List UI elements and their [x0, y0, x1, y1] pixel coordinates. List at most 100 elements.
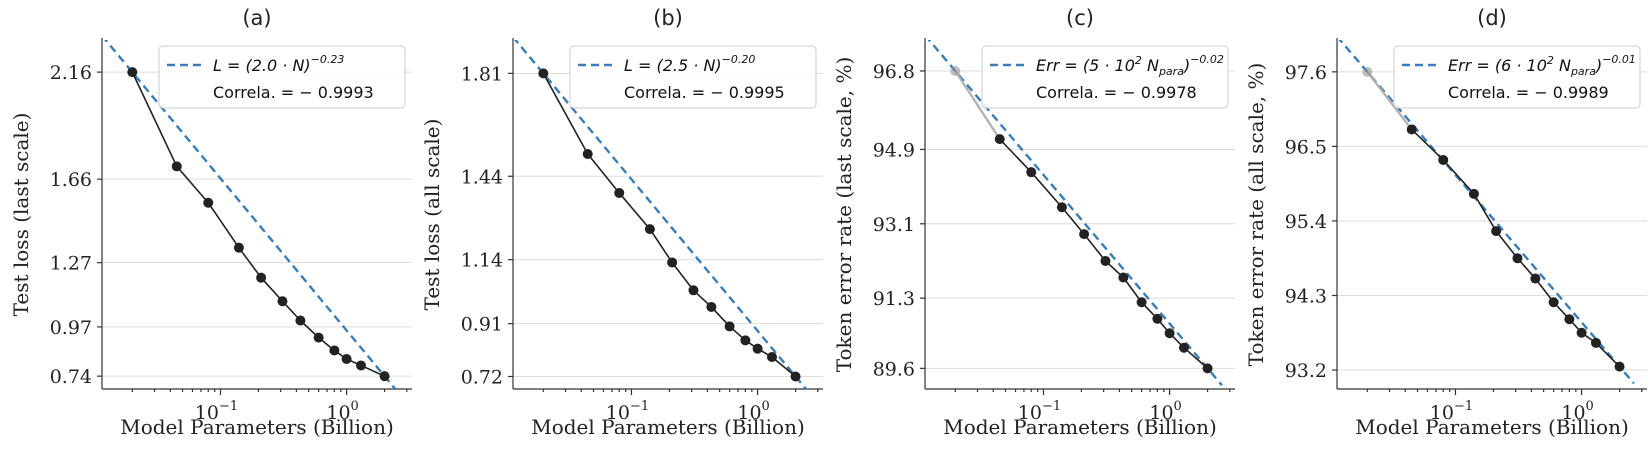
- panel-2-legend-box: [569, 45, 817, 109]
- panel-2-title: (b): [653, 6, 683, 30]
- panel-3-xtick-label: 100: [1149, 399, 1181, 424]
- panel-4-data-point: [1438, 154, 1449, 165]
- panel-3-data-point: [1152, 313, 1163, 324]
- panel-2-legend-fit-label: L = (2.5 · N)−0.20: [624, 53, 755, 75]
- panel-3-ytick-label: 94.9: [873, 139, 915, 161]
- panel-3-data-point: [1118, 272, 1129, 283]
- panel-4-data-point: [1576, 327, 1587, 338]
- panel-4-xtick-label: 10−1: [1430, 399, 1473, 424]
- panel-4-legend-fit-close: ): [1595, 56, 1602, 75]
- panel-4-data-segment: [1473, 193, 1497, 232]
- panel-4-ytick-label: 96.5: [1285, 136, 1327, 158]
- panel-3-title: (c): [1066, 6, 1094, 30]
- panel-2-xtick-exp: −1: [630, 399, 649, 414]
- panel-1-data-segment: [260, 277, 284, 302]
- panel-1-data-point: [379, 371, 390, 382]
- panel-2-data-point: [688, 285, 699, 296]
- panel-1-xtick-base: 10: [195, 402, 219, 424]
- panel-2-data-point: [740, 335, 751, 346]
- panel-3-data-point: [1079, 229, 1090, 240]
- panel-3-legend-fit-text: Err = (5 · 10: [1036, 56, 1135, 75]
- panel-4-data-point: [1548, 297, 1559, 308]
- panel-4-data-point: [1468, 188, 1479, 199]
- panel-2-data-segment: [771, 356, 797, 378]
- panel-2-ytick-label: 0.91: [461, 314, 503, 336]
- panel-2-legend-correlation: Correla. = − 0.9995: [624, 83, 785, 102]
- panel-3-data-segment: [1030, 171, 1063, 208]
- panel-4-data-point: [1406, 124, 1417, 135]
- panel-3-ytick-label: 96.8: [873, 61, 915, 83]
- panel-1-data-point: [256, 272, 267, 283]
- panel-3-legend-fit-sub: para: [1158, 65, 1184, 78]
- panel-3-ytick-label: 91.3: [873, 288, 915, 310]
- panel-2-data-segment: [671, 261, 695, 291]
- panel-1-data-segment: [131, 71, 178, 167]
- panel-2-xtick-base: 10: [606, 402, 630, 424]
- panel-2-ytick-label: 1.81: [461, 63, 503, 85]
- panel-4-ytick-label: 94.3: [1285, 285, 1327, 307]
- panel-2-ytick-label: 0.72: [461, 366, 503, 388]
- panel-4-title: (d): [1477, 6, 1507, 30]
- panel-3-data-point: [1026, 167, 1037, 178]
- panel-3-legend-fit-pow: 2: [1135, 54, 1142, 67]
- panel-2-data-segment: [542, 72, 589, 155]
- panel-4-data-point: [1590, 337, 1601, 348]
- panel-4-x-axis-label: Model Parameters (Billion): [1355, 415, 1629, 439]
- panel-1-data-point: [341, 354, 352, 365]
- panel-3-x-axis-label: Model Parameters (Billion): [943, 415, 1217, 439]
- panel-3-data-point: [1164, 328, 1175, 339]
- panel-1-title: (a): [242, 6, 271, 30]
- panel-1-data-segment: [238, 247, 262, 279]
- panel-1-xtick-label: 100: [326, 399, 358, 424]
- panel-2-xtick-base: 10: [737, 402, 761, 424]
- panel-4-y-axis-label: Token error rate (all scale, %): [1244, 63, 1268, 367]
- panel-1-legend-box: [158, 45, 406, 109]
- panel-1-ytick-label: 0.97: [50, 317, 92, 339]
- panel-3-legend-fit-label: Err = (5 · 102 Npara)−0.02: [1036, 53, 1224, 78]
- panel-1-data-point: [171, 161, 182, 172]
- panel-4-ytick-label: 93.2: [1285, 360, 1327, 382]
- panel-1-ytick-label: 1.27: [50, 253, 92, 275]
- panel-1-xtick-label: 10−1: [195, 399, 238, 424]
- panel-3-xtick-base: 10: [1149, 402, 1173, 424]
- panel-4-xtick-base: 10: [1561, 402, 1585, 424]
- panel-3-data-segment: [954, 70, 1001, 140]
- panel-3-ytick-label: 89.6: [873, 358, 915, 380]
- panel-2-data-segment: [618, 192, 651, 230]
- panel-3-data-point: [1136, 297, 1147, 308]
- panel-2-data-segment: [587, 153, 620, 194]
- panel-4-legend-correlation: Correla. = − 0.9989: [1448, 83, 1609, 102]
- panel-1-data-point: [277, 296, 288, 307]
- panel-4-data-point: [1614, 361, 1625, 372]
- panel-2-data-segment: [649, 228, 673, 263]
- panel-3-data-segment: [1183, 347, 1209, 369]
- panel-3-data-point: [1202, 363, 1213, 374]
- panel-4-data-segment: [1442, 159, 1475, 195]
- panel-3-data-point: [950, 65, 961, 76]
- panel-4-data-segment: [1495, 230, 1519, 259]
- panel-4-xtick-exp: −1: [1454, 399, 1473, 414]
- panel-1-ytick-label: 0.74: [50, 366, 92, 388]
- panel-1-data-segment: [176, 165, 209, 204]
- panel-4-legend-fit-text: Err = (6 · 10: [1448, 56, 1547, 75]
- panel-3-legend-correlation: Correla. = − 0.9978: [1036, 83, 1197, 102]
- panel-4-xtick-exp: 0: [1586, 399, 1594, 414]
- panel-3-data-point: [1056, 202, 1067, 213]
- panel-2-data-point: [667, 257, 678, 268]
- panel-3-xtick-exp: −1: [1042, 399, 1061, 414]
- panel-2-data-point: [538, 68, 549, 79]
- panel-3-data-segment: [1122, 277, 1143, 303]
- panel-2-x-axis-label: Model Parameters (Billion): [531, 415, 805, 439]
- panel-1-xtick-base: 10: [326, 402, 350, 424]
- panel-4-data-segment: [1411, 128, 1444, 161]
- panel-4-xtick-label: 100: [1561, 399, 1593, 424]
- panel-3-xtick-label: 10−1: [1018, 399, 1061, 424]
- panel-4-data-point: [1491, 226, 1502, 237]
- panel-4-data-point: [1530, 273, 1541, 284]
- panel-4-legend-fit-label: Err = (6 · 102 Npara)−0.01: [1448, 53, 1636, 78]
- panel-3-data-point: [994, 134, 1005, 145]
- panel-4-data-point: [1564, 314, 1575, 325]
- panel-3-legend-box: [981, 45, 1229, 109]
- panel-3-xtick-base: 10: [1018, 402, 1042, 424]
